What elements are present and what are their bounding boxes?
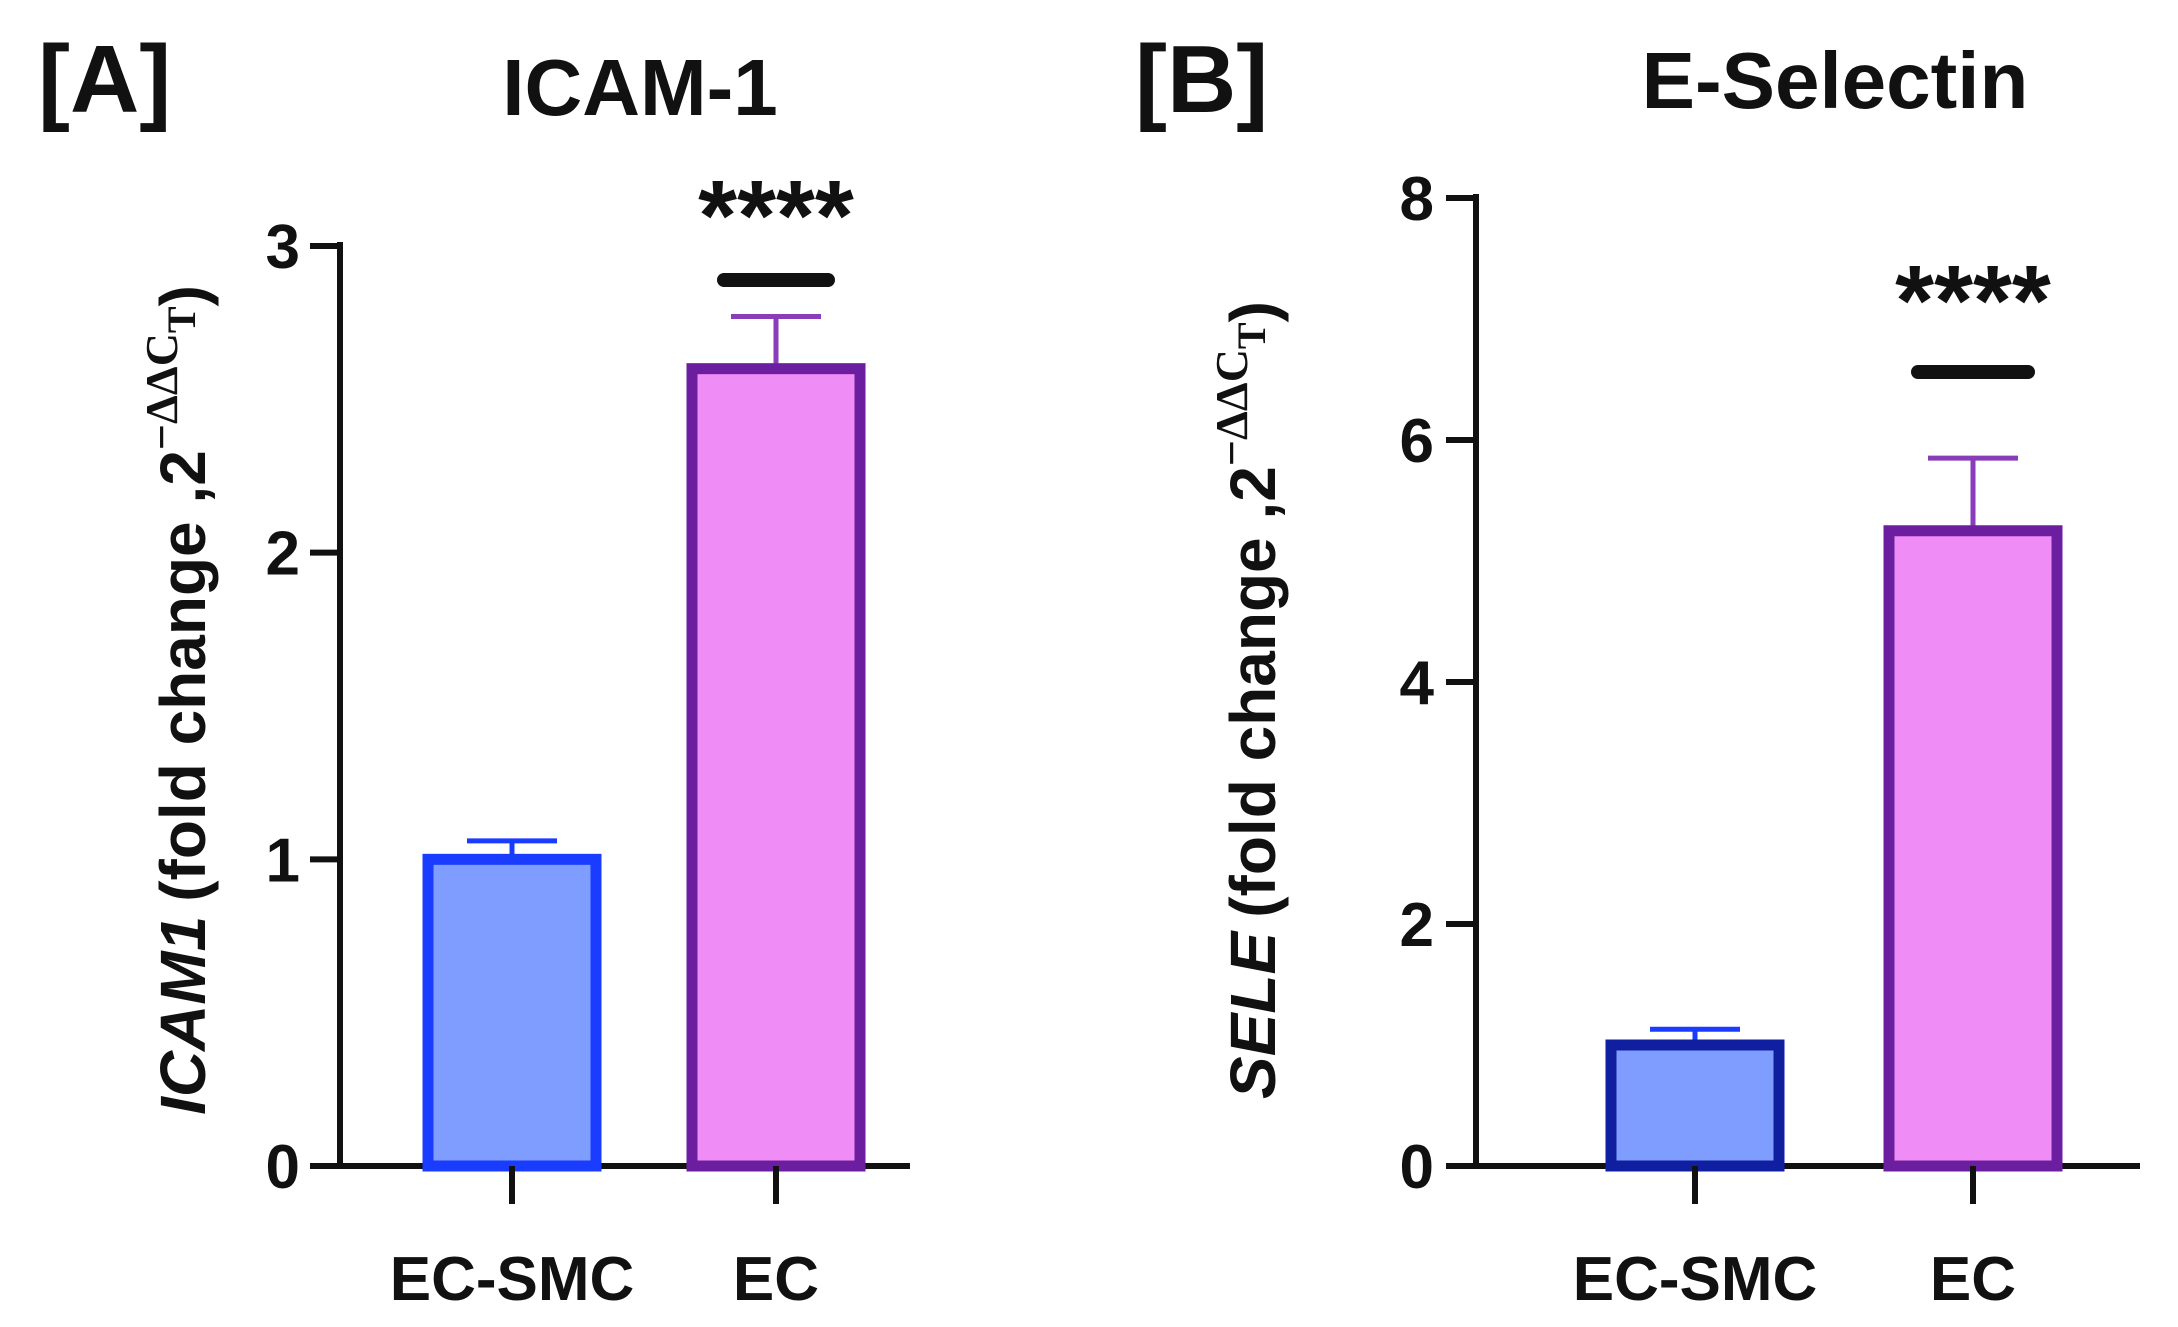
chart-panel-a: [A] ICAM-1 0 1 2 3 EC-SMC EC **** ICAM1 (fold chan…	[38, 26, 910, 1314]
chart-panel-b: [B] E-Selectin 0 2 4 6 8 EC-SMC EC **** SELE (fold …	[1135, 26, 2140, 1314]
y-tick-label: 2	[266, 520, 300, 589]
x-tick-label: EC	[1930, 1245, 2016, 1314]
panel-label: [B]	[1135, 26, 1268, 133]
x-tick-label: EC	[733, 1245, 819, 1314]
y-axis-label-subscript: T	[159, 306, 204, 333]
y-axis-label-exponent: −ΔΔC	[136, 333, 187, 450]
x-tick-label: EC-SMC	[390, 1245, 635, 1314]
bar-ec-smc	[422, 853, 602, 1172]
y-axis-label-main: (fold change ,2	[147, 450, 219, 902]
y-axis-label-exponent: −ΔΔC	[1206, 349, 1257, 466]
y-tick-label: 6	[1400, 407, 1434, 476]
bar-ec-smc	[1605, 1039, 1785, 1172]
significance-stars: ****	[1895, 245, 2051, 357]
y-axis-label-close: )	[1217, 301, 1289, 322]
significance-stars: ****	[698, 160, 854, 272]
chart-title: E-Selectin	[1642, 36, 2029, 125]
y-tick-label: 0	[1400, 1133, 1434, 1202]
bar-ec	[686, 363, 866, 1172]
y-tick-label: 1	[266, 826, 300, 895]
y-axis-label-gene: ICAM1	[147, 916, 219, 1115]
y-axis-label-subscript: T	[1229, 322, 1274, 349]
y-tick-label: 8	[1400, 165, 1434, 234]
y-tick-label: 3	[266, 213, 300, 282]
y-tick-label: 0	[266, 1133, 300, 1202]
x-tick-label: EC-SMC	[1573, 1245, 1818, 1314]
y-axis-label-gene: SELE	[1217, 929, 1289, 1098]
y-axis-label-main: (fold change ,2	[1217, 466, 1289, 918]
bar-ec	[1883, 525, 2063, 1172]
y-axis-label-close: )	[147, 285, 219, 306]
chart-title: ICAM-1	[502, 43, 778, 132]
panel-label: [A]	[38, 26, 171, 133]
y-axis-label: ICAM1 (fold change ,2−ΔΔCT)	[136, 285, 219, 1115]
y-tick-label: 4	[1400, 649, 1435, 718]
y-axis-label: SELE (fold change ,2−ΔΔCT)	[1206, 301, 1289, 1099]
y-tick-label: 2	[1400, 891, 1434, 960]
